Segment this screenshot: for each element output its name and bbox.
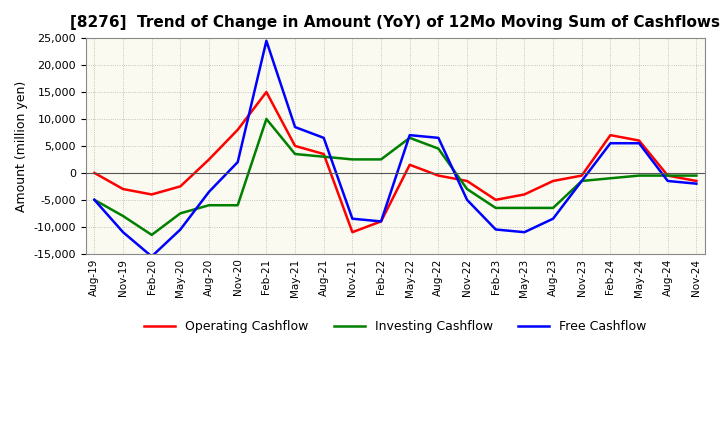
Legend: Operating Cashflow, Investing Cashflow, Free Cashflow: Operating Cashflow, Investing Cashflow, … (139, 315, 652, 338)
Free Cashflow (635, 141, 644, 146)
Investing Cashflow (377, 157, 385, 162)
Operating Cashflow (348, 230, 356, 235)
Line: Free Cashflow: Free Cashflow (94, 41, 696, 257)
Free Cashflow (463, 197, 472, 202)
Operating Cashflow (434, 173, 443, 178)
Investing Cashflow (577, 178, 586, 183)
Investing Cashflow (635, 173, 644, 178)
Investing Cashflow (434, 146, 443, 151)
Operating Cashflow (119, 187, 127, 192)
Investing Cashflow (549, 205, 557, 211)
Operating Cashflow (291, 143, 300, 149)
Investing Cashflow (405, 135, 414, 140)
Free Cashflow (176, 227, 185, 232)
Investing Cashflow (692, 173, 701, 178)
Investing Cashflow (176, 211, 185, 216)
Free Cashflow (291, 125, 300, 130)
Free Cashflow (492, 227, 500, 232)
Operating Cashflow (233, 127, 242, 132)
Free Cashflow (90, 197, 99, 202)
Y-axis label: Amount (million yen): Amount (million yen) (15, 81, 28, 212)
Operating Cashflow (692, 178, 701, 183)
Free Cashflow (549, 216, 557, 221)
Investing Cashflow (606, 176, 615, 181)
Investing Cashflow (348, 157, 356, 162)
Free Cashflow (606, 141, 615, 146)
Operating Cashflow (176, 184, 185, 189)
Free Cashflow (204, 189, 213, 194)
Operating Cashflow (549, 178, 557, 183)
Free Cashflow (377, 219, 385, 224)
Investing Cashflow (233, 202, 242, 208)
Operating Cashflow (262, 89, 271, 95)
Investing Cashflow (520, 205, 528, 211)
Investing Cashflow (119, 213, 127, 219)
Free Cashflow (663, 178, 672, 183)
Investing Cashflow (492, 205, 500, 211)
Free Cashflow (577, 178, 586, 183)
Operating Cashflow (463, 178, 472, 183)
Free Cashflow (262, 38, 271, 44)
Investing Cashflow (320, 154, 328, 159)
Investing Cashflow (148, 232, 156, 238)
Operating Cashflow (606, 132, 615, 138)
Operating Cashflow (577, 173, 586, 178)
Title: [8276]  Trend of Change in Amount (YoY) of 12Mo Moving Sum of Cashflows: [8276] Trend of Change in Amount (YoY) o… (71, 15, 720, 30)
Free Cashflow (405, 132, 414, 138)
Investing Cashflow (262, 116, 271, 121)
Operating Cashflow (663, 173, 672, 178)
Operating Cashflow (377, 219, 385, 224)
Free Cashflow (119, 230, 127, 235)
Free Cashflow (233, 159, 242, 165)
Line: Investing Cashflow: Investing Cashflow (94, 119, 696, 235)
Investing Cashflow (663, 173, 672, 178)
Operating Cashflow (405, 162, 414, 168)
Free Cashflow (692, 181, 701, 186)
Operating Cashflow (520, 192, 528, 197)
Operating Cashflow (90, 170, 99, 176)
Operating Cashflow (635, 138, 644, 143)
Investing Cashflow (463, 187, 472, 192)
Operating Cashflow (492, 197, 500, 202)
Free Cashflow (520, 230, 528, 235)
Line: Operating Cashflow: Operating Cashflow (94, 92, 696, 232)
Free Cashflow (320, 135, 328, 140)
Free Cashflow (148, 254, 156, 259)
Operating Cashflow (320, 151, 328, 157)
Operating Cashflow (204, 157, 213, 162)
Investing Cashflow (90, 197, 99, 202)
Free Cashflow (434, 135, 443, 140)
Investing Cashflow (291, 151, 300, 157)
Investing Cashflow (204, 202, 213, 208)
Operating Cashflow (148, 192, 156, 197)
Free Cashflow (348, 216, 356, 221)
